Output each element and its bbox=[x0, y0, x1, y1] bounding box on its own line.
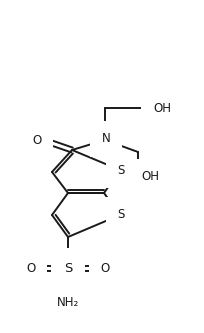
Text: OH: OH bbox=[153, 102, 171, 115]
Text: N: N bbox=[102, 133, 110, 146]
Text: O: O bbox=[100, 261, 110, 274]
Text: OH: OH bbox=[141, 170, 159, 183]
Text: NH₂: NH₂ bbox=[57, 296, 79, 309]
Text: S: S bbox=[64, 261, 72, 274]
Text: O: O bbox=[32, 135, 42, 148]
Text: S: S bbox=[117, 164, 125, 176]
Text: S: S bbox=[117, 208, 125, 221]
Text: O: O bbox=[26, 261, 36, 274]
